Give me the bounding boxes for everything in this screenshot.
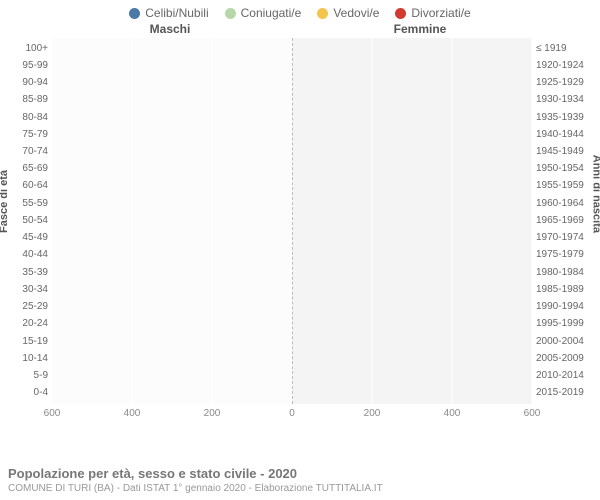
age-row: 80-841935-1939 (52, 109, 532, 126)
age-row: 30-341985-1989 (52, 281, 532, 298)
age-row: 45-491970-1974 (52, 230, 532, 247)
legend-item: Vedovi/e (317, 6, 379, 20)
birth-year-label: ≤ 1919 (532, 44, 600, 54)
gender-headers: Maschi Femmine (0, 22, 600, 36)
age-row: 25-291990-1994 (52, 299, 532, 316)
age-row: 35-391980-1984 (52, 264, 532, 281)
age-label: 35-39 (0, 268, 52, 278)
footer-title: Popolazione per età, sesso e stato civil… (8, 466, 592, 481)
birth-year-label: 1975-1979 (532, 250, 600, 260)
legend-label: Celibi/Nubili (145, 6, 208, 20)
age-row: 40-441975-1979 (52, 247, 532, 264)
age-label: 90-94 (0, 78, 52, 88)
age-label: 45-49 (0, 233, 52, 243)
birth-year-label: 2010-2014 (532, 371, 600, 381)
age-label: 25-29 (0, 302, 52, 312)
age-label: 5-9 (0, 371, 52, 381)
birth-year-label: 1985-1989 (532, 285, 600, 295)
birth-year-label: 1980-1984 (532, 268, 600, 278)
legend-swatch (129, 8, 140, 19)
birth-year-label: 1940-1944 (532, 130, 600, 140)
age-row: 55-591960-1964 (52, 195, 532, 212)
age-label: 75-79 (0, 130, 52, 140)
birth-year-label: 1960-1964 (532, 199, 600, 209)
legend-label: Coniugati/e (241, 6, 302, 20)
rows-container: 100+≤ 191995-991920-192490-941925-192985… (52, 40, 532, 402)
birth-year-label: 2005-2009 (532, 354, 600, 364)
age-row: 0-42015-2019 (52, 385, 532, 402)
legend-item: Celibi/Nubili (129, 6, 208, 20)
birth-year-label: 1935-1939 (532, 113, 600, 123)
age-label: 85-89 (0, 95, 52, 105)
age-row: 50-541965-1969 (52, 212, 532, 229)
age-label: 80-84 (0, 113, 52, 123)
birth-year-label: 1925-1929 (532, 78, 600, 88)
legend-label: Vedovi/e (333, 6, 379, 20)
legend-swatch (225, 8, 236, 19)
age-label: 10-14 (0, 354, 52, 364)
birth-year-label: 1990-1994 (532, 302, 600, 312)
legend-item: Divorziati/e (395, 6, 470, 20)
age-label: 95-99 (0, 61, 52, 71)
age-row: 95-991920-1924 (52, 57, 532, 74)
birth-year-label: 1955-1959 (532, 181, 600, 191)
chart-container: Celibi/Nubili Coniugati/e Vedovi/e Divorzia… (0, 0, 600, 500)
legend-swatch (395, 8, 406, 19)
legend: Celibi/Nubili Coniugati/e Vedovi/e Divorzia… (0, 0, 600, 22)
age-label: 100+ (0, 44, 52, 54)
age-row: 5-92010-2014 (52, 367, 532, 384)
birth-year-label: 1995-1999 (532, 319, 600, 329)
age-row: 20-241995-1999 (52, 316, 532, 333)
age-label: 0-4 (0, 388, 52, 398)
age-label: 30-34 (0, 285, 52, 295)
x-tick: 400 (444, 408, 461, 419)
footer: Popolazione per età, sesso e stato civil… (8, 466, 592, 494)
age-row: 65-691950-1954 (52, 161, 532, 178)
legend-label: Divorziati/e (411, 6, 470, 20)
birth-year-label: 1945-1949 (532, 147, 600, 157)
birth-year-label: 1930-1934 (532, 95, 600, 105)
x-tick: 600 (524, 408, 541, 419)
birth-year-label: 2015-2019 (532, 388, 600, 398)
age-label: 15-19 (0, 337, 52, 347)
age-row: 85-891930-1934 (52, 92, 532, 109)
age-row: 90-941925-1929 (52, 74, 532, 91)
x-tick: 400 (124, 408, 141, 419)
header-female: Femmine (300, 22, 600, 36)
age-row: 75-791940-1944 (52, 126, 532, 143)
x-axis: 6004002000200400600 (52, 404, 532, 428)
age-row: 60-641955-1959 (52, 178, 532, 195)
age-label: 20-24 (0, 319, 52, 329)
birth-year-label: 1950-1954 (532, 164, 600, 174)
plot-area: 100+≤ 191995-991920-192490-941925-192985… (52, 38, 532, 404)
age-label: 55-59 (0, 199, 52, 209)
x-tick: 200 (364, 408, 381, 419)
chart-area: Fasce di età Anni di nascita 100+≤ 19199… (0, 38, 600, 428)
age-row: 10-142005-2009 (52, 350, 532, 367)
birth-year-label: 1965-1969 (532, 216, 600, 226)
age-label: 50-54 (0, 216, 52, 226)
legend-item: Coniugati/e (225, 6, 302, 20)
birth-year-label: 1920-1924 (532, 61, 600, 71)
x-tick: 600 (44, 408, 61, 419)
footer-subtitle: COMUNE DI TURI (BA) - Dati ISTAT 1° genn… (8, 483, 592, 494)
x-tick: 200 (204, 408, 221, 419)
x-tick: 0 (289, 408, 295, 419)
age-label: 65-69 (0, 164, 52, 174)
birth-year-label: 1970-1974 (532, 233, 600, 243)
birth-year-label: 2000-2004 (532, 337, 600, 347)
header-male: Maschi (0, 22, 300, 36)
age-row: 100+≤ 1919 (52, 40, 532, 57)
legend-swatch (317, 8, 328, 19)
age-label: 60-64 (0, 181, 52, 191)
age-row: 15-192000-2004 (52, 333, 532, 350)
age-label: 70-74 (0, 147, 52, 157)
age-row: 70-741945-1949 (52, 143, 532, 160)
age-label: 40-44 (0, 250, 52, 260)
